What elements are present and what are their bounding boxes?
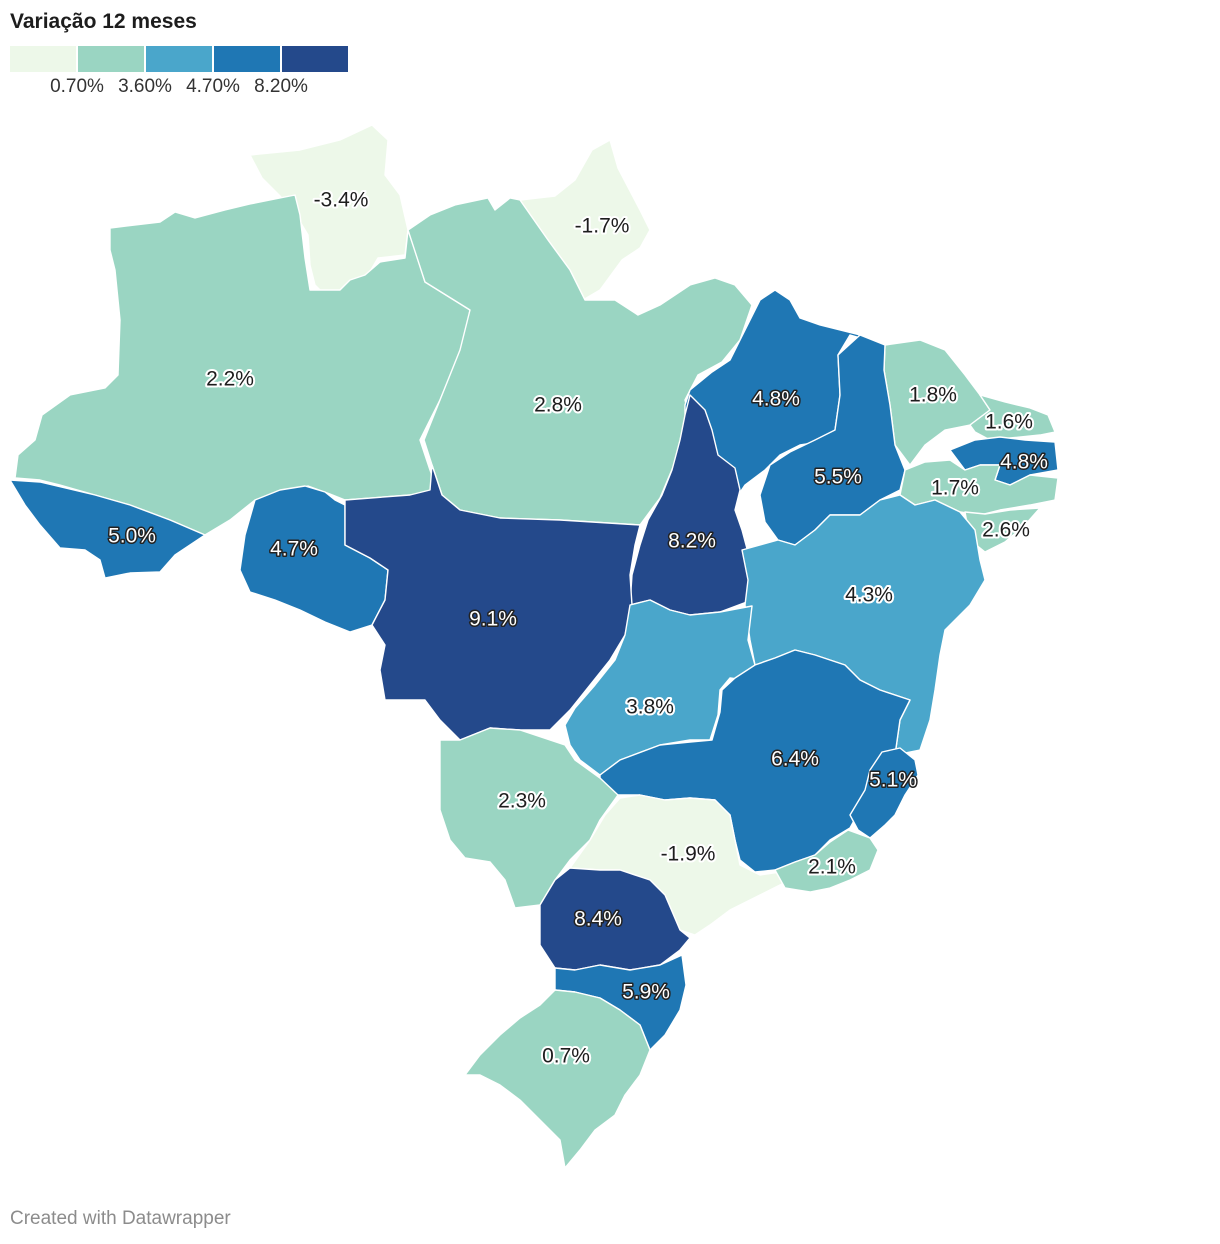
state-value-label: 8.4% — [574, 908, 622, 931]
state-value-label: 4.7% — [270, 538, 318, 561]
legend-swatch — [146, 46, 212, 72]
legend-tick-label: 0.70% — [50, 76, 104, 97]
state-value-label: 6.4% — [771, 748, 819, 771]
state-value-label: 5.0% — [108, 525, 156, 548]
legend-tick-label: 4.70% — [186, 76, 240, 97]
state-value-label: 1.8% — [909, 384, 957, 407]
state-value-label: 5.1% — [869, 769, 917, 792]
legend-ticks: 0.70% 3.60% 4.70% 8.20% — [10, 76, 350, 100]
state-value-label: 8.2% — [668, 530, 716, 553]
state-region-es[interactable] — [849, 747, 919, 839]
state-value-label: 3.8% — [626, 696, 674, 719]
state-region-mt[interactable] — [344, 464, 641, 741]
legend-title: Variação 12 meses — [10, 10, 197, 33]
state-region-rj[interactable] — [774, 829, 879, 893]
state-value-label: 4.8% — [752, 388, 800, 411]
legend-swatch — [282, 46, 348, 72]
state-value-label: 2.3% — [498, 790, 546, 813]
state-value-label: -3.4% — [314, 189, 369, 212]
state-region-rs[interactable] — [464, 989, 651, 1169]
state-value-label: 2.2% — [206, 368, 254, 391]
state-value-label: 5.5% — [814, 466, 862, 489]
state-value-label: -1.9% — [661, 843, 716, 866]
state-value-label: 1.6% — [985, 411, 1033, 434]
state-value-label: 4.3% — [845, 584, 893, 607]
state-value-label: -1.7% — [575, 215, 630, 238]
state-value-label: 2.8% — [534, 394, 582, 417]
state-region-ac[interactable] — [9, 479, 206, 579]
legend-tick-label: 3.60% — [118, 76, 172, 97]
state-value-label: 9.1% — [469, 608, 517, 631]
state-value-label: 5.9% — [622, 981, 670, 1004]
brazil-choropleth-map: -3.4% -1.7% 2.2% 2.8% 4.8% 1.8% 1.6% 4.8% 5.5% 1.… — [9, 124, 1059, 1169]
state-region-pa[interactable] — [407, 197, 753, 526]
state-region-ms[interactable] — [439, 727, 619, 909]
legend-color-scale — [10, 46, 350, 72]
state-value-label: 2.6% — [982, 519, 1030, 542]
state-region-rn[interactable] — [969, 394, 1056, 441]
state-value-label: 0.7% — [542, 1045, 590, 1068]
legend-swatch — [78, 46, 144, 72]
legend-swatch — [214, 46, 280, 72]
state-value-label: 4.8% — [1000, 451, 1048, 474]
state-value-label: 2.1% — [808, 856, 856, 879]
footer-credit: Created with Datawrapper — [10, 1208, 231, 1229]
state-value-label: 1.7% — [931, 477, 979, 500]
legend-tick-label: 8.20% — [254, 76, 308, 97]
legend-swatch — [10, 46, 76, 72]
